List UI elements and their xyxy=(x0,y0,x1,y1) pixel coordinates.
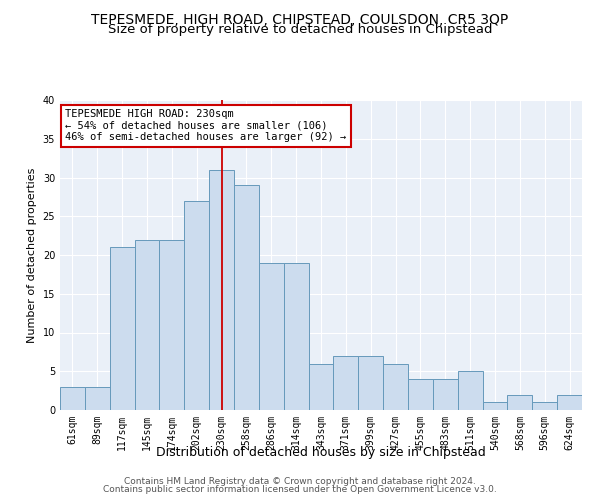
Bar xyxy=(334,356,358,410)
Bar xyxy=(508,394,532,410)
Bar xyxy=(383,364,408,410)
Bar xyxy=(85,387,110,410)
Bar xyxy=(184,200,209,410)
Bar xyxy=(408,379,433,410)
Bar xyxy=(433,379,458,410)
Bar xyxy=(110,247,134,410)
Bar xyxy=(284,263,308,410)
Bar xyxy=(557,394,582,410)
Text: TEPESMEDE, HIGH ROAD, CHIPSTEAD, COULSDON, CR5 3QP: TEPESMEDE, HIGH ROAD, CHIPSTEAD, COULSDO… xyxy=(91,12,509,26)
Text: Contains public sector information licensed under the Open Government Licence v3: Contains public sector information licen… xyxy=(103,486,497,494)
Text: TEPESMEDE HIGH ROAD: 230sqm
← 54% of detached houses are smaller (106)
46% of se: TEPESMEDE HIGH ROAD: 230sqm ← 54% of det… xyxy=(65,110,346,142)
Bar xyxy=(209,170,234,410)
Bar xyxy=(259,263,284,410)
Bar xyxy=(160,240,184,410)
Bar xyxy=(308,364,334,410)
Bar xyxy=(458,371,482,410)
Bar xyxy=(482,402,508,410)
Text: Distribution of detached houses by size in Chipstead: Distribution of detached houses by size … xyxy=(156,446,486,459)
Y-axis label: Number of detached properties: Number of detached properties xyxy=(27,168,37,342)
Text: Size of property relative to detached houses in Chipstead: Size of property relative to detached ho… xyxy=(108,22,492,36)
Bar xyxy=(532,402,557,410)
Bar xyxy=(134,240,160,410)
Text: Contains HM Land Registry data © Crown copyright and database right 2024.: Contains HM Land Registry data © Crown c… xyxy=(124,476,476,486)
Bar xyxy=(60,387,85,410)
Bar xyxy=(234,185,259,410)
Bar xyxy=(358,356,383,410)
